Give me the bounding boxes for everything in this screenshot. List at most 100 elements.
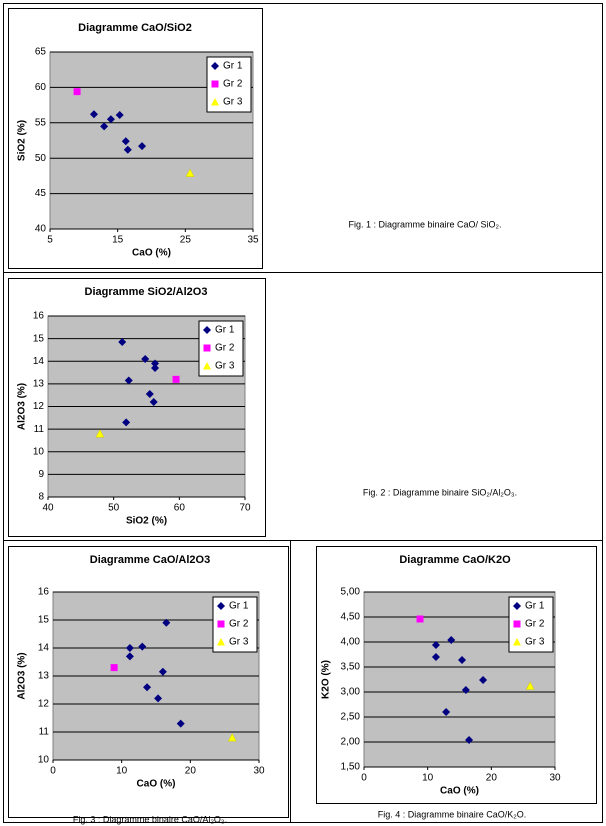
y-tick-label: 15 (33, 333, 45, 344)
caption: Fig. 4 : Diagramme binaire CaO/K₂O. (378, 809, 527, 819)
y-tick-label: 50 (35, 153, 47, 164)
y-tick-label: 16 (38, 587, 50, 598)
x-tick-label: 10 (116, 766, 128, 777)
data-point (141, 354, 150, 363)
y-tick-label: 10 (33, 446, 45, 457)
y-tick-label: 10 (38, 755, 50, 766)
legend-label: Gr 2 (215, 343, 235, 354)
data-point (151, 359, 160, 368)
y-tick-label: 14 (38, 643, 50, 654)
x-tick-label: 25 (180, 235, 192, 246)
y-axis-label: Al2O3 (%) (17, 383, 28, 430)
data-point (122, 418, 131, 427)
table-frame (3, 3, 603, 823)
data-point (121, 137, 130, 146)
y-axis-label: Al2O3 (%) (17, 652, 28, 699)
data-point (162, 618, 171, 627)
y-tick-label: 3,50 (341, 662, 361, 673)
data-point (123, 145, 132, 154)
data-point (416, 615, 424, 623)
legend-marker (217, 638, 225, 646)
y-tick-label: 11 (39, 727, 50, 738)
legend-marker (513, 620, 521, 628)
y-tick-label: 1,50 (341, 762, 361, 773)
x-tick-label: 15 (112, 235, 124, 246)
legend-marker (203, 344, 211, 352)
x-tick-label: 35 (247, 235, 259, 246)
legend-marker (211, 98, 219, 106)
y-tick-label: 12 (33, 401, 45, 412)
y-tick-label: 4,00 (341, 637, 361, 648)
y-tick-label: 3,00 (341, 687, 361, 698)
data-point (125, 652, 134, 661)
y-tick-label: 65 (35, 47, 47, 58)
data-point (110, 664, 118, 672)
legend-marker (211, 62, 219, 70)
x-tick-label: 30 (549, 773, 561, 784)
legend-marker (513, 638, 521, 646)
data-point (100, 122, 109, 131)
legend-label: Gr 3 (229, 637, 249, 648)
data-point (172, 375, 180, 383)
data-point (479, 676, 488, 684)
data-point (185, 168, 195, 177)
x-tick-label: 5 (47, 235, 53, 246)
x-axis-label: CaO (%) (137, 779, 176, 790)
legend-marker (217, 620, 225, 628)
data-point (465, 736, 474, 744)
y-tick-label: 11 (34, 424, 45, 435)
legend-marker (211, 80, 219, 88)
x-tick-label: 60 (174, 503, 186, 514)
x-tick-label: 30 (253, 766, 265, 777)
data-point (106, 115, 115, 124)
legend-label: Gr 2 (229, 619, 249, 630)
x-axis-label: CaO (%) (440, 786, 479, 797)
chart-title: Diagramme CaO/SiO2 (78, 22, 192, 34)
legend-marker (203, 326, 211, 334)
y-axis-label: K2O (%) (321, 660, 332, 699)
caption: Fig. 2 : Diagramme binaire SiO₂/Al₂O₃. (363, 487, 517, 497)
legend-marker (217, 602, 225, 610)
legend-label: Gr 3 (525, 637, 545, 648)
legend-label: Gr 2 (223, 79, 243, 90)
x-tick-label: 50 (108, 503, 120, 514)
data-point (158, 667, 167, 676)
legend-label: Gr 1 (525, 601, 545, 612)
data-point (115, 111, 124, 120)
x-axis-label: CaO (%) (132, 248, 171, 259)
data-point (138, 142, 147, 151)
data-point (145, 390, 154, 399)
caption: Fig. 3 : Diagramme binaire CaO/Al₂O₃. (73, 814, 227, 824)
y-tick-label: 2,50 (341, 712, 361, 723)
legend-label: Gr 1 (229, 601, 249, 612)
legend-marker (203, 362, 211, 370)
data-point (138, 642, 147, 651)
data-point (118, 338, 127, 347)
data-point (89, 110, 98, 119)
legend-label: Gr 3 (223, 97, 243, 108)
chart-title: Diagramme CaO/Al2O3 (90, 554, 210, 566)
data-point (461, 686, 470, 694)
data-point (447, 636, 456, 644)
chart-title: Diagramme CaO/K2O (399, 554, 511, 566)
y-axis-label: SiO2 (%) (17, 120, 28, 161)
y-tick-label: 8 (38, 492, 44, 503)
data-point (151, 364, 160, 373)
data-point (125, 644, 134, 652)
legend-label: Gr 2 (525, 619, 545, 630)
legend-label: Gr 1 (215, 325, 235, 336)
y-tick-label: 60 (35, 82, 47, 93)
x-tick-label: 40 (42, 503, 54, 514)
data-point (124, 376, 133, 385)
data-point (431, 641, 440, 649)
y-tick-label: 4,50 (341, 612, 361, 623)
caption: Fig. 1 : Diagramme binaire CaO/ SiO₂. (348, 219, 501, 229)
x-tick-label: 20 (486, 773, 498, 784)
y-tick-label: 9 (38, 469, 44, 480)
data-point (227, 733, 237, 742)
x-tick-label: 10 (422, 773, 434, 784)
data-point (176, 719, 185, 728)
y-tick-label: 5,00 (341, 587, 361, 598)
data-point (143, 683, 152, 692)
